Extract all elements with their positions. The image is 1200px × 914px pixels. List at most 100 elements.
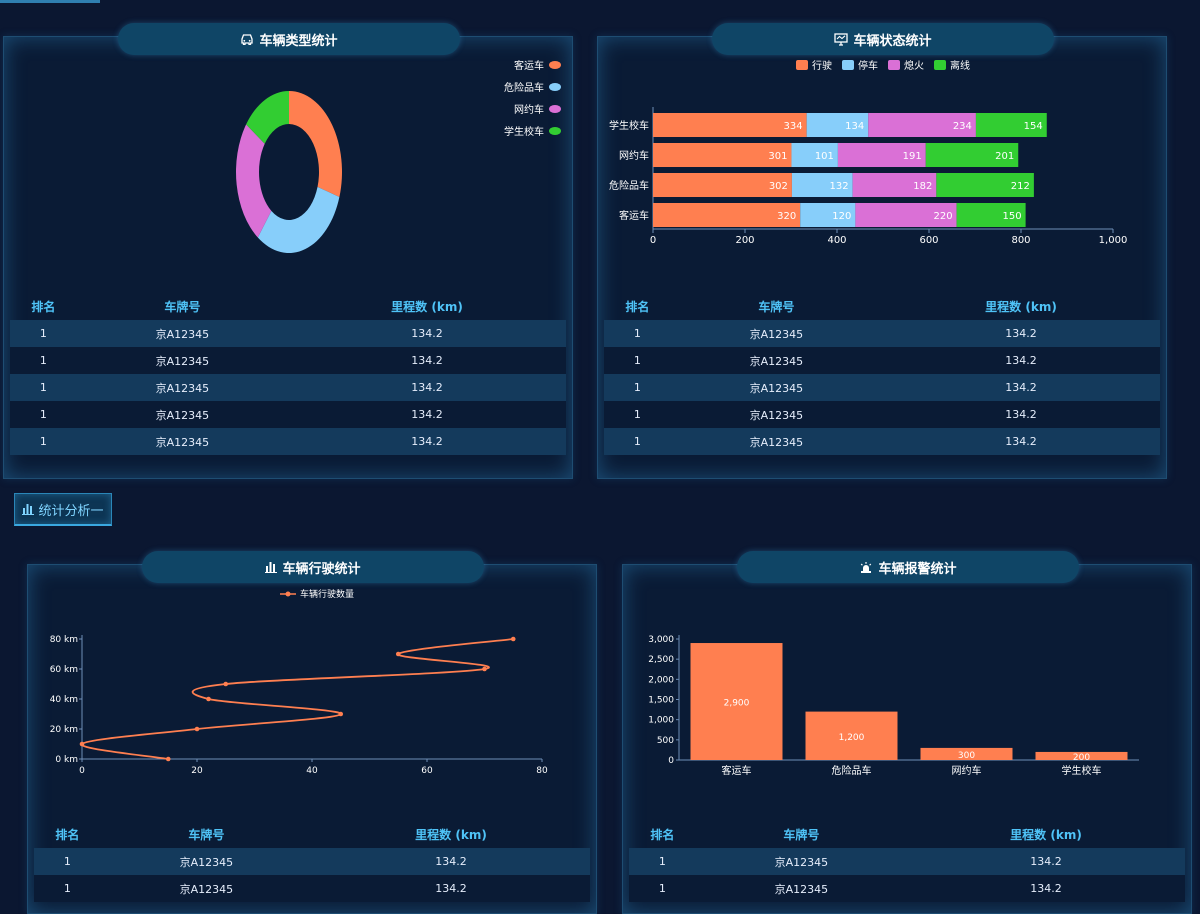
stacked-bar-segment bbox=[868, 113, 976, 137]
category-label: 网约车 bbox=[952, 764, 982, 777]
mileage-table-1: 排名 车牌号 里程数 (km) 1 京A12345 134.2 1 京A12345 134… bbox=[10, 293, 566, 455]
legend-swatch bbox=[842, 60, 854, 70]
rank-cell: 1 bbox=[633, 435, 641, 448]
data-point bbox=[482, 666, 487, 672]
vehicle-status-stacked-bar-chart: 行驶 停车 熄火 离线 0 200 400 600 800 1,000 学生校车 334 134 234 1… bbox=[609, 59, 1127, 246]
plate-cell: 京A12345 bbox=[155, 435, 210, 449]
col-plate-header: 车牌号 bbox=[783, 828, 820, 842]
series-line bbox=[81, 638, 514, 760]
plate-cell: 京A12345 bbox=[155, 381, 210, 395]
table-row: 1 京A12345 134.2 bbox=[604, 320, 1160, 347]
stacked-bar-segment bbox=[806, 113, 869, 137]
table-row: 1 京A12345 134.2 bbox=[10, 428, 566, 455]
vehicle-alarm-bar-chart: 0 500 1,000 1,500 2,000 2,500 3,000 2,900 客运车 1,2… bbox=[648, 635, 1139, 777]
legend-swatch bbox=[796, 60, 808, 70]
mileage-cell: 134.2 bbox=[411, 354, 443, 367]
vehicle-status-title: 车辆状态统计 bbox=[712, 23, 1054, 55]
stacked-bar-segment bbox=[852, 173, 937, 197]
plate-cell: 京A12345 bbox=[749, 408, 804, 422]
bar-chart-icon bbox=[22, 504, 35, 515]
stacked-bar-segment bbox=[653, 203, 801, 227]
car-icon bbox=[240, 33, 254, 45]
stacked-bar-segment bbox=[837, 143, 926, 167]
bar-value-label: 101 bbox=[815, 151, 834, 162]
mileage-cell: 134.2 bbox=[1005, 327, 1037, 340]
col-mileage-header: 里程数 (km) bbox=[985, 300, 1057, 314]
legend-label: 行驶 bbox=[812, 59, 832, 72]
bar-value-label: 182 bbox=[913, 181, 932, 192]
category-label: 学生校车 bbox=[609, 119, 649, 132]
plate-cell: 京A12345 bbox=[179, 855, 234, 869]
category-label: 客运车 bbox=[619, 209, 649, 222]
x-tick-label: 600 bbox=[919, 235, 938, 246]
vehicle-status-panel: 车辆状态统计 行驶 停车 熄火 离线 0 200 400 600 800 1,000 学生校车 334… bbox=[597, 23, 1167, 479]
y-tick-label: 60 km bbox=[50, 665, 78, 675]
table-header: 排名 车牌号 里程数 (km) bbox=[604, 293, 1160, 320]
y-tick-label: 1,000 bbox=[648, 716, 674, 726]
bar-chart-icon bbox=[265, 561, 278, 573]
y-tick-label: 3,000 bbox=[648, 635, 674, 645]
legend-swatch bbox=[934, 60, 946, 70]
vehicle-alarm-title: 车辆报警统计 bbox=[737, 551, 1079, 583]
vehicle-driving-panel: 车辆行驶统计 车辆行驶数量 0 km 20 km 40 km 60 km 80 km 0 20… bbox=[27, 551, 597, 914]
rank-cell: 1 bbox=[658, 882, 666, 895]
table-row: 1 京A12345 134.2 bbox=[10, 320, 566, 347]
legend-swatch bbox=[549, 105, 561, 113]
x-tick-label: 80 bbox=[536, 766, 548, 776]
bar bbox=[920, 747, 1013, 760]
rank-cell: 1 bbox=[39, 408, 47, 421]
bar bbox=[805, 711, 898, 760]
plate-cell: 京A12345 bbox=[155, 408, 210, 422]
data-point bbox=[223, 681, 229, 687]
table-row: 1 京A12345 134.2 bbox=[34, 848, 590, 875]
legend-swatch bbox=[549, 61, 561, 69]
top-tab-indicator bbox=[0, 0, 100, 3]
bar-value-label: 1,200 bbox=[839, 733, 865, 743]
mileage-cell: 134.2 bbox=[411, 381, 443, 394]
bar bbox=[1035, 751, 1128, 760]
x-tick-label: 0 bbox=[79, 766, 85, 776]
section-stats-analysis-button[interactable]: 统计分析一 bbox=[14, 493, 112, 526]
table-row: 1 京A12345 134.2 bbox=[604, 401, 1160, 428]
mileage-cell: 134.2 bbox=[1005, 381, 1037, 394]
section-button-label: 统计分析一 bbox=[38, 503, 104, 519]
bar-value-label: 191 bbox=[903, 151, 922, 162]
rank-cell: 1 bbox=[63, 855, 71, 868]
vehicle-type-title-text: 车辆类型统计 bbox=[259, 33, 338, 49]
stacked-bar-segment bbox=[653, 113, 807, 137]
table-header: 排名 车牌号 里程数 (km) bbox=[629, 821, 1185, 848]
col-rank-header: 排名 bbox=[31, 300, 56, 314]
y-tick-label: 500 bbox=[657, 736, 674, 746]
table-row: 1 京A12345 134.2 bbox=[629, 848, 1185, 875]
plate-cell: 京A12345 bbox=[749, 435, 804, 449]
bar-value-label: 201 bbox=[995, 151, 1014, 162]
y-tick-label: 2,500 bbox=[648, 655, 674, 665]
col-mileage-header: 里程数 (km) bbox=[1010, 828, 1082, 842]
plate-cell: 京A12345 bbox=[774, 855, 829, 869]
mileage-table-2: 排名 车牌号 里程数 (km) 1 京A12345 134.2 1 京A12345 134… bbox=[604, 293, 1160, 455]
stacked-bar-segment bbox=[791, 143, 838, 167]
rank-cell: 1 bbox=[633, 354, 641, 367]
vehicle-status-title-text: 车辆状态统计 bbox=[853, 33, 932, 49]
plate-cell: 京A12345 bbox=[749, 381, 804, 395]
legend-swatch bbox=[549, 127, 561, 135]
x-tick-label: 400 bbox=[827, 235, 846, 246]
vehicle-driving-title-text: 车辆行驶统计 bbox=[282, 561, 361, 577]
y-tick-label: 0 bbox=[668, 756, 674, 766]
table-row: 1 京A12345 134.2 bbox=[10, 374, 566, 401]
rank-cell: 1 bbox=[633, 381, 641, 394]
table-row: 1 京A12345 134.2 bbox=[629, 875, 1185, 902]
plate-cell: 京A12345 bbox=[774, 882, 829, 896]
data-point bbox=[194, 726, 200, 732]
rank-cell: 1 bbox=[39, 354, 47, 367]
col-rank-header: 排名 bbox=[650, 828, 675, 842]
legend-label: 车辆行驶数量 bbox=[300, 588, 354, 600]
table-row: 1 京A12345 134.2 bbox=[604, 374, 1160, 401]
plate-cell: 京A12345 bbox=[749, 327, 804, 341]
bar-value-label: 132 bbox=[830, 181, 849, 192]
bar bbox=[690, 643, 783, 760]
legend-label: 熄火 bbox=[904, 59, 924, 72]
x-tick-label: 60 bbox=[421, 766, 433, 776]
category-label: 客运车 bbox=[722, 764, 752, 777]
col-mileage-header: 里程数 (km) bbox=[415, 828, 487, 842]
